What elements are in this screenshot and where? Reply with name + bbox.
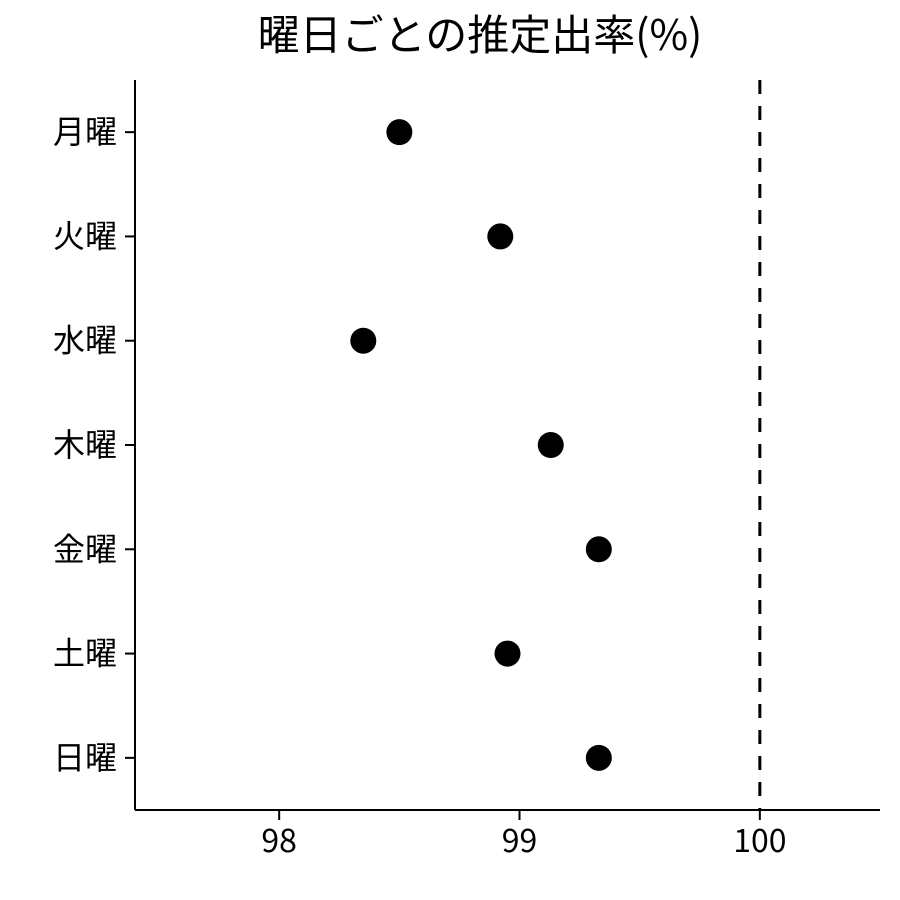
y-tick-label: 火曜 [53, 211, 117, 257]
y-tick-label: 土曜 [53, 629, 117, 675]
y-axis: 月曜火曜水曜木曜金曜土曜日曜 [53, 80, 135, 810]
y-tick-label: 日曜 [53, 733, 117, 779]
data-point [487, 223, 513, 249]
x-tick-label: 99 [502, 816, 538, 862]
data-point [586, 745, 612, 771]
y-tick-label: 金曜 [53, 524, 117, 570]
dot-chart: 曜日ごとの推定出率(%) 月曜火曜水曜木曜金曜土曜日曜 98 99 100 [0, 0, 900, 900]
data-point [495, 641, 521, 667]
x-tick-label: 100 [733, 816, 786, 862]
data-points [350, 119, 612, 771]
data-point [586, 536, 612, 562]
y-tick-label: 水曜 [53, 316, 117, 362]
data-point [538, 432, 564, 458]
y-tick-label: 月曜 [53, 107, 117, 153]
x-axis: 98 99 100 [135, 810, 880, 862]
data-point [350, 328, 376, 354]
chart-title: 曜日ごとの推定出率(%) [258, 2, 703, 63]
y-tick-label: 木曜 [53, 420, 117, 466]
x-tick-label: 98 [261, 816, 297, 862]
data-point [386, 119, 412, 145]
